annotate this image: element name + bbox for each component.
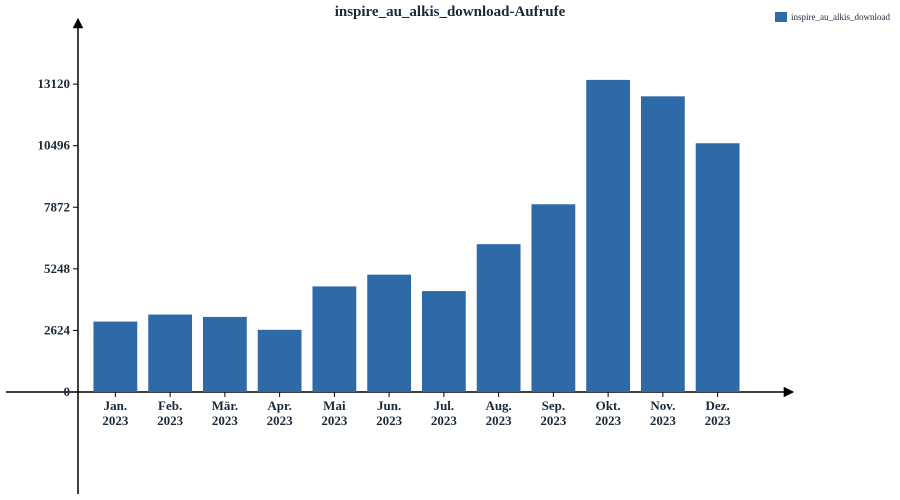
bar xyxy=(696,143,740,392)
x-tick-label-month: Okt. xyxy=(596,398,621,413)
y-tick-label: 7872 xyxy=(44,199,70,214)
legend-label: inspire_au_alkis_download xyxy=(791,12,890,22)
x-tick-label-year: 2023 xyxy=(376,413,403,428)
bar xyxy=(477,244,521,392)
chart-title: inspire_au_alkis_download-Aufrufe xyxy=(0,4,900,21)
x-tick-label-month: Sep. xyxy=(542,398,565,413)
x-tick-label-year: 2023 xyxy=(212,413,239,428)
y-tick-label: 10496 xyxy=(38,138,71,153)
bar xyxy=(586,80,630,392)
x-tick-label-month: Jun. xyxy=(377,398,401,413)
x-tick-label-year: 2023 xyxy=(321,413,348,428)
chart-container: inspire_au_alkis_download-Aufrufe inspir… xyxy=(0,0,900,500)
y-tick-label: 2624 xyxy=(44,322,71,337)
x-tick-label-year: 2023 xyxy=(267,413,294,428)
legend: inspire_au_alkis_download xyxy=(775,12,890,22)
x-tick-label-month: Nov. xyxy=(650,398,675,413)
x-tick-label-year: 2023 xyxy=(595,413,622,428)
x-tick-label-month: Mär. xyxy=(212,398,239,413)
x-tick-label-month: Jan. xyxy=(104,398,127,413)
chart-svg: 02624524878721049613120Jan.2023Feb.2023M… xyxy=(0,0,900,500)
x-tick-label-year: 2023 xyxy=(431,413,458,428)
x-tick-label-month: Apr. xyxy=(267,398,291,413)
x-tick-label-month: Mai xyxy=(323,398,346,413)
x-tick-label-year: 2023 xyxy=(650,413,677,428)
bar xyxy=(312,286,356,392)
bar xyxy=(93,322,137,392)
x-tick-label-month: Feb. xyxy=(158,398,182,413)
x-tick-label-year: 2023 xyxy=(157,413,184,428)
y-tick-label: 5248 xyxy=(44,261,71,276)
bar xyxy=(203,317,247,392)
x-tick-label-month: Dez. xyxy=(706,398,730,413)
legend-swatch xyxy=(775,12,787,22)
y-tick-label: 13120 xyxy=(38,76,71,91)
x-tick-label-month: Aug. xyxy=(485,398,511,413)
x-tick-label-year: 2023 xyxy=(486,413,513,428)
y-tick-label: 0 xyxy=(64,384,71,399)
x-tick-label-year: 2023 xyxy=(705,413,732,428)
bar xyxy=(148,315,192,392)
bar xyxy=(422,291,466,392)
bar xyxy=(531,204,575,392)
x-tick-label-year: 2023 xyxy=(540,413,567,428)
bar xyxy=(641,96,685,392)
bar xyxy=(367,275,411,392)
bar xyxy=(258,330,302,392)
x-tick-label-month: Jul. xyxy=(434,398,455,413)
x-tick-label-year: 2023 xyxy=(102,413,129,428)
